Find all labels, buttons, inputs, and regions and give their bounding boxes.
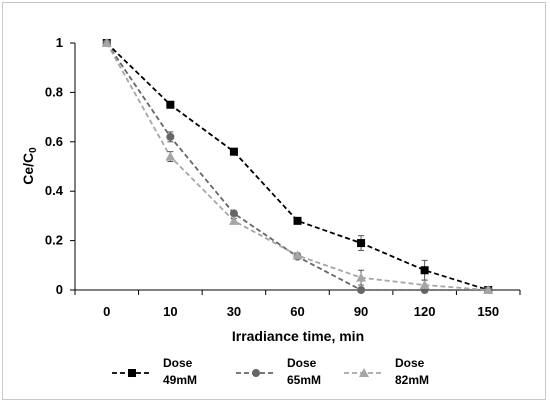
data-point-triangle — [356, 272, 367, 282]
legend-item: Dose 49mM — [112, 356, 197, 387]
data-point-square — [357, 239, 366, 248]
y-axis-title: Ce/C0 — [20, 147, 39, 185]
y-tick-label: 0 — [56, 282, 63, 297]
y-axis-title-subscript: 0 — [28, 147, 39, 153]
data-point-square — [293, 216, 302, 225]
legend-label-line2: 82mM — [395, 373, 429, 387]
data-point-circle — [252, 369, 260, 377]
data-point-circle — [357, 286, 366, 294]
x-axis-title: Irradiance time, min — [232, 328, 364, 344]
y-tick-label: 0.2 — [45, 233, 63, 248]
x-tick-label: 0 — [103, 304, 110, 319]
data-point-triangle — [483, 285, 494, 294]
data-point-square — [166, 100, 175, 109]
data-point-triangle — [165, 151, 176, 161]
data-point-triangle — [101, 38, 112, 47]
legend-label-line1: Dose — [163, 356, 193, 370]
y-tick-label: 0.6 — [45, 134, 63, 149]
y-tick-label: 1 — [56, 35, 63, 50]
data-point-circle — [229, 209, 238, 218]
x-tick-label: 60 — [290, 304, 304, 319]
data-point-triangle — [359, 368, 369, 377]
y-tick-label: 0.4 — [45, 183, 64, 198]
x-tick-label: 90 — [354, 304, 368, 319]
x-tick-label: 30 — [227, 304, 241, 319]
y-tick-label: 0.8 — [45, 84, 63, 99]
data-point-square — [128, 369, 136, 377]
legend-label-line1: Dose — [395, 356, 425, 370]
data-point-square — [229, 147, 238, 156]
x-tick-labels: 0 10 30 60 90 120 150 — [74, 290, 521, 319]
series-dose-82mm — [101, 38, 494, 294]
y-axis-title-main: Ce/C — [20, 153, 36, 185]
data-point-triangle — [228, 215, 239, 225]
data-point-square — [420, 266, 429, 275]
x-tick-label: 10 — [163, 304, 177, 319]
series-layer — [101, 38, 494, 294]
y-tick-labels: 0 0.2 0.4 0.6 0.8 1 — [45, 35, 75, 297]
x-tick-label: 120 — [414, 304, 436, 319]
axes — [74, 43, 520, 291]
data-point-circle — [166, 132, 175, 141]
legend-item: Dose 65mM — [236, 356, 321, 387]
data-point-triangle — [419, 280, 430, 290]
legend-item: Dose 82mM — [344, 356, 429, 387]
legend: Dose 49mM Dose 65mM Dose 82mM — [112, 356, 429, 387]
x-tick-label: 150 — [477, 304, 499, 319]
legend-label-line1: Dose — [287, 356, 317, 370]
data-point-triangle — [292, 250, 303, 260]
legend-label-line2: 65mM — [287, 373, 321, 387]
chart-frame — [2, 2, 546, 400]
legend-label-line2: 49mM — [163, 373, 197, 387]
